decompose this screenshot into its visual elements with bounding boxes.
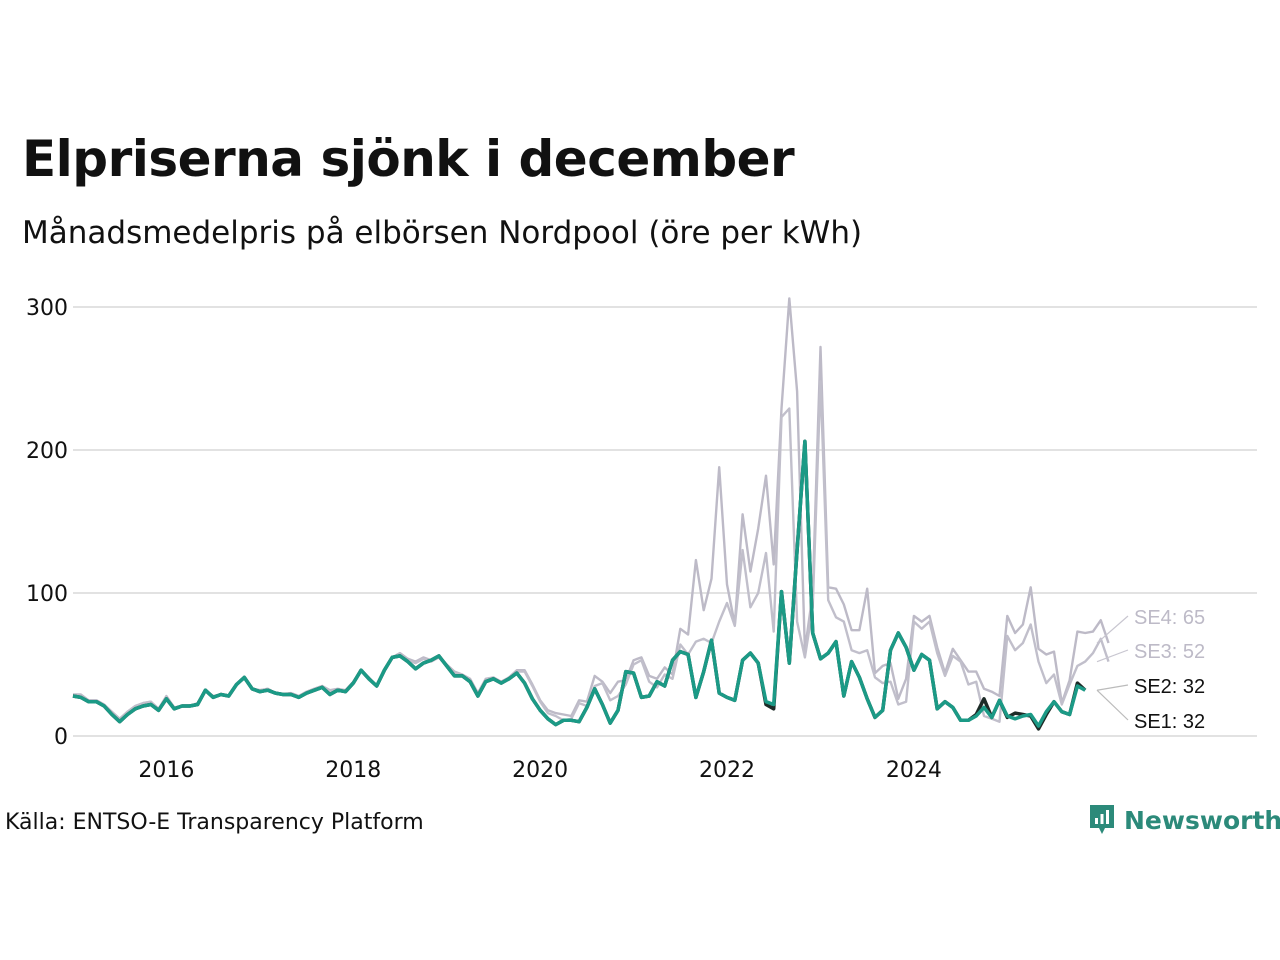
end-label-se2: SE2: 32 [1134, 676, 1205, 698]
leader-line-se1 [1096, 689, 1129, 721]
brand-logo: Newsworthy [1088, 803, 1280, 837]
y-axis-ticks: 0 100 200 300 [26, 296, 68, 750]
chart-subtitle: Månadsmedelpris på elbörsen Nordpool (ör… [22, 215, 863, 251]
newsworthy-logo-icon [1090, 805, 1114, 834]
end-label-se1: SE1: 32 [1134, 711, 1205, 733]
gridlines [73, 306, 1257, 737]
chart-title: Elpriserna sjönk i december [22, 130, 795, 188]
y-tick-label: 300 [26, 296, 68, 321]
y-tick-label: 100 [26, 582, 68, 607]
series-line-se3 [72, 380, 1110, 723]
leader-line-se2 [1096, 684, 1129, 691]
x-tick-label: 2016 [138, 758, 194, 783]
x-tick-label: 2024 [886, 758, 942, 783]
y-tick-label: 200 [26, 439, 68, 464]
leader-line-se4 [1096, 615, 1129, 644]
end-label-se3: SE3: 52 [1134, 641, 1205, 663]
end-labels: SE4: 65 SE3: 52 SE2: 32 SE1: 32 [1096, 607, 1205, 733]
x-tick-label: 2020 [512, 758, 568, 783]
brand-name: Newsworthy [1124, 805, 1280, 835]
x-tick-label: 2022 [699, 758, 755, 783]
series-line-se1 [72, 439, 1087, 728]
x-tick-label: 2018 [325, 758, 381, 783]
end-label-se4: SE4: 65 [1134, 607, 1205, 629]
series-lines [72, 297, 1110, 731]
leader-line-se3 [1096, 649, 1129, 663]
source-note: Källa: ENTSO-E Transparency Platform [5, 810, 424, 835]
x-axis-ticks: 2016 2018 2020 2022 2024 [138, 758, 941, 783]
y-tick-label: 0 [54, 725, 68, 750]
